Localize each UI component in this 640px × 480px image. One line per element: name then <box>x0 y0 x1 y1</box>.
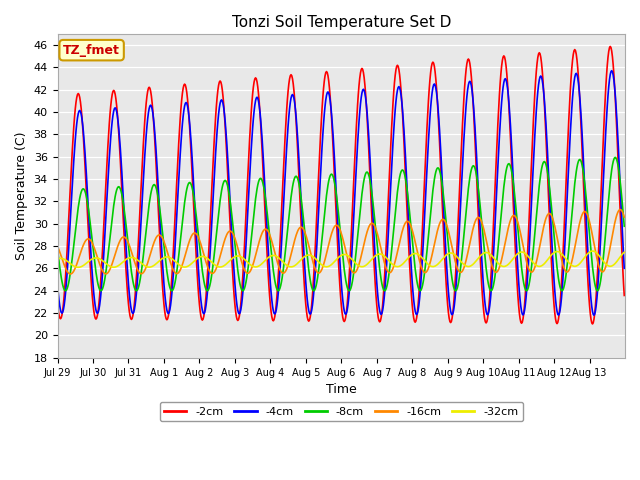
Y-axis label: Soil Temperature (C): Soil Temperature (C) <box>15 132 28 260</box>
Text: TZ_fmet: TZ_fmet <box>63 44 120 57</box>
Title: Tonzi Soil Temperature Set D: Tonzi Soil Temperature Set D <box>232 15 451 30</box>
Legend: -2cm, -4cm, -8cm, -16cm, -32cm: -2cm, -4cm, -8cm, -16cm, -32cm <box>159 402 523 421</box>
X-axis label: Time: Time <box>326 383 356 396</box>
